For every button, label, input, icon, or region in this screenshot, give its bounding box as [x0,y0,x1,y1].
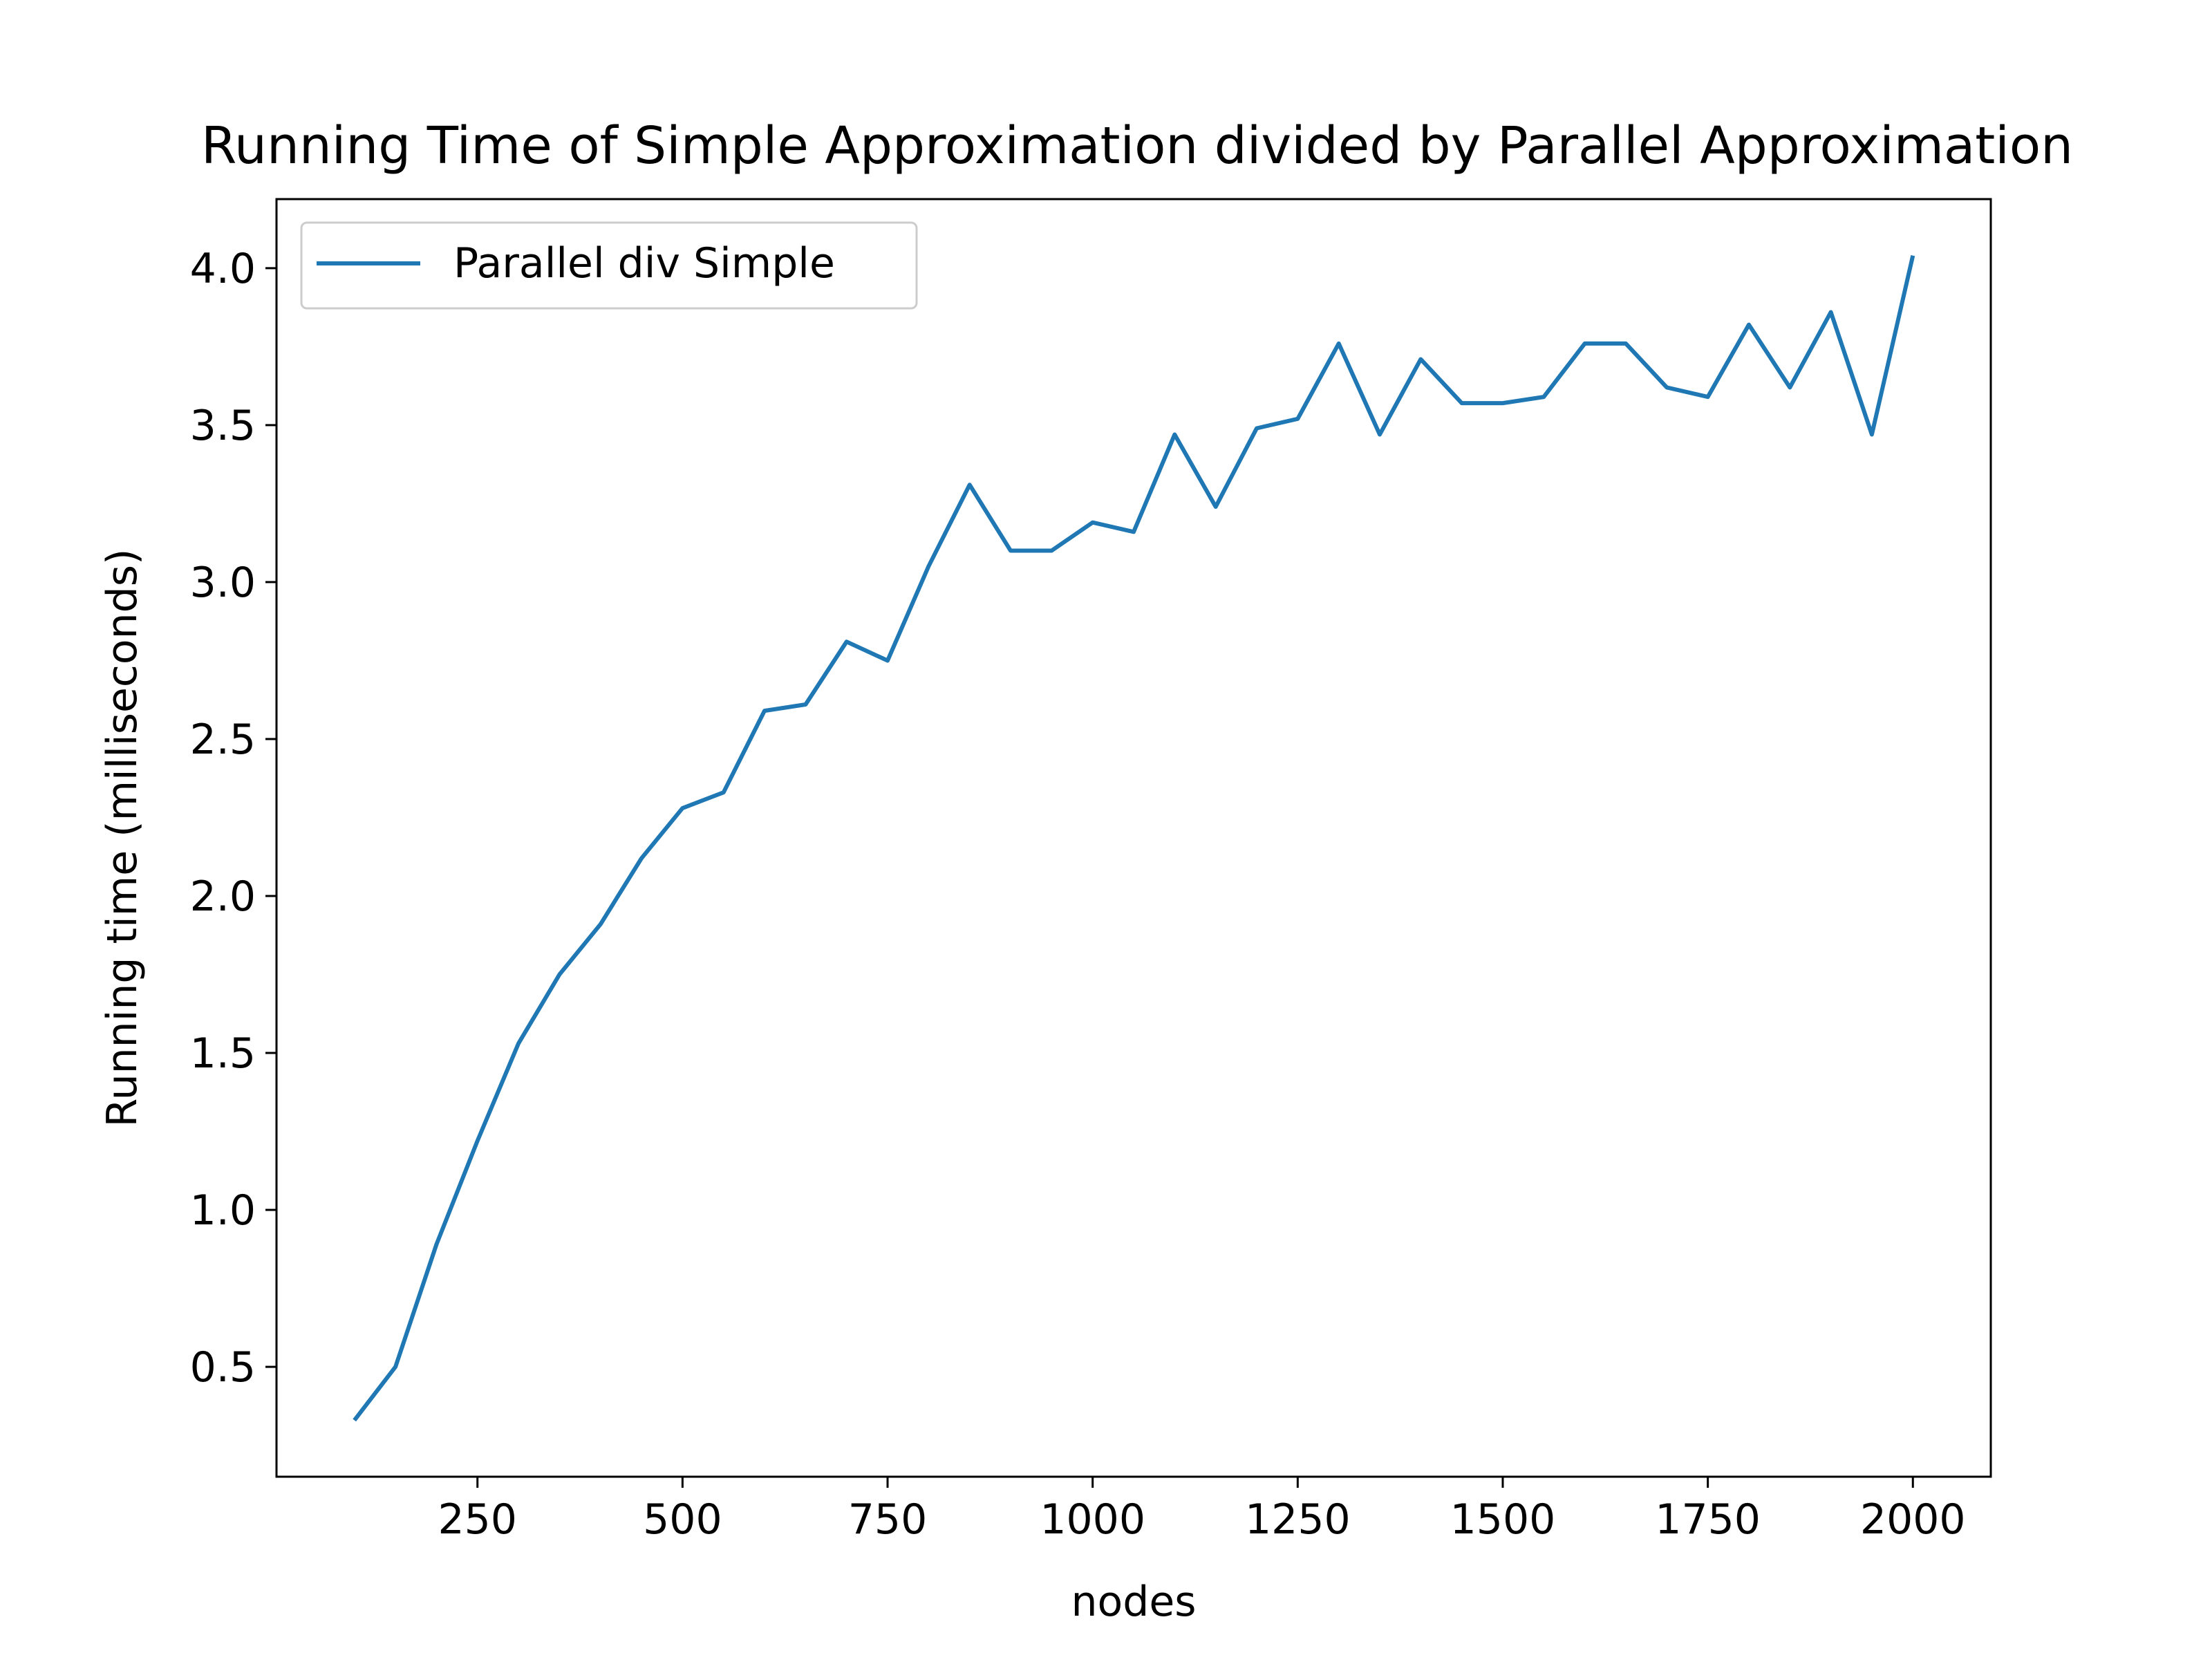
y-axis-label: Running time (milliseconds) [98,549,147,1128]
chart-title: Running Time of Simple Approximation div… [201,116,2073,176]
x-tick-label: 1500 [1450,1495,1556,1544]
x-tick-label: 1750 [1655,1495,1761,1544]
x-tick-label: 1250 [1245,1495,1351,1544]
y-tick-label: 1.0 [190,1186,256,1235]
x-axis-label: nodes [1071,1578,1197,1626]
axes-frame [275,198,1992,1478]
y-tick-label: 1.5 [190,1029,256,1078]
x-tick-label: 1000 [1040,1495,1145,1544]
legend: Parallel div Simple [300,221,918,310]
y-tick-label: 2.0 [190,872,256,921]
x-tick-label: 750 [848,1495,928,1544]
y-tick-label: 3.5 [190,402,256,450]
legend-entry-label: Parallel div Simple [453,239,835,288]
x-tick-label: 250 [438,1495,517,1544]
x-tick-label: 2000 [1860,1495,1966,1544]
y-tick-label: 3.0 [190,559,256,607]
series-layer [353,255,1915,1422]
legend-box [300,221,918,310]
x-tick-label: 500 [643,1495,722,1544]
series-line-0 [353,255,1915,1422]
y-tick-label: 2.5 [190,716,256,764]
x-axis: 250 500 750 1000 1250 1500 1750 2000 [438,1477,1966,1544]
y-tick-label: 0.5 [190,1343,256,1392]
y-axis: 0.5 1.0 1.5 2.0 2.5 3.0 3.5 4.0 [190,245,276,1392]
plot-area [275,198,1992,1478]
y-tick-label: 4.0 [190,245,256,293]
